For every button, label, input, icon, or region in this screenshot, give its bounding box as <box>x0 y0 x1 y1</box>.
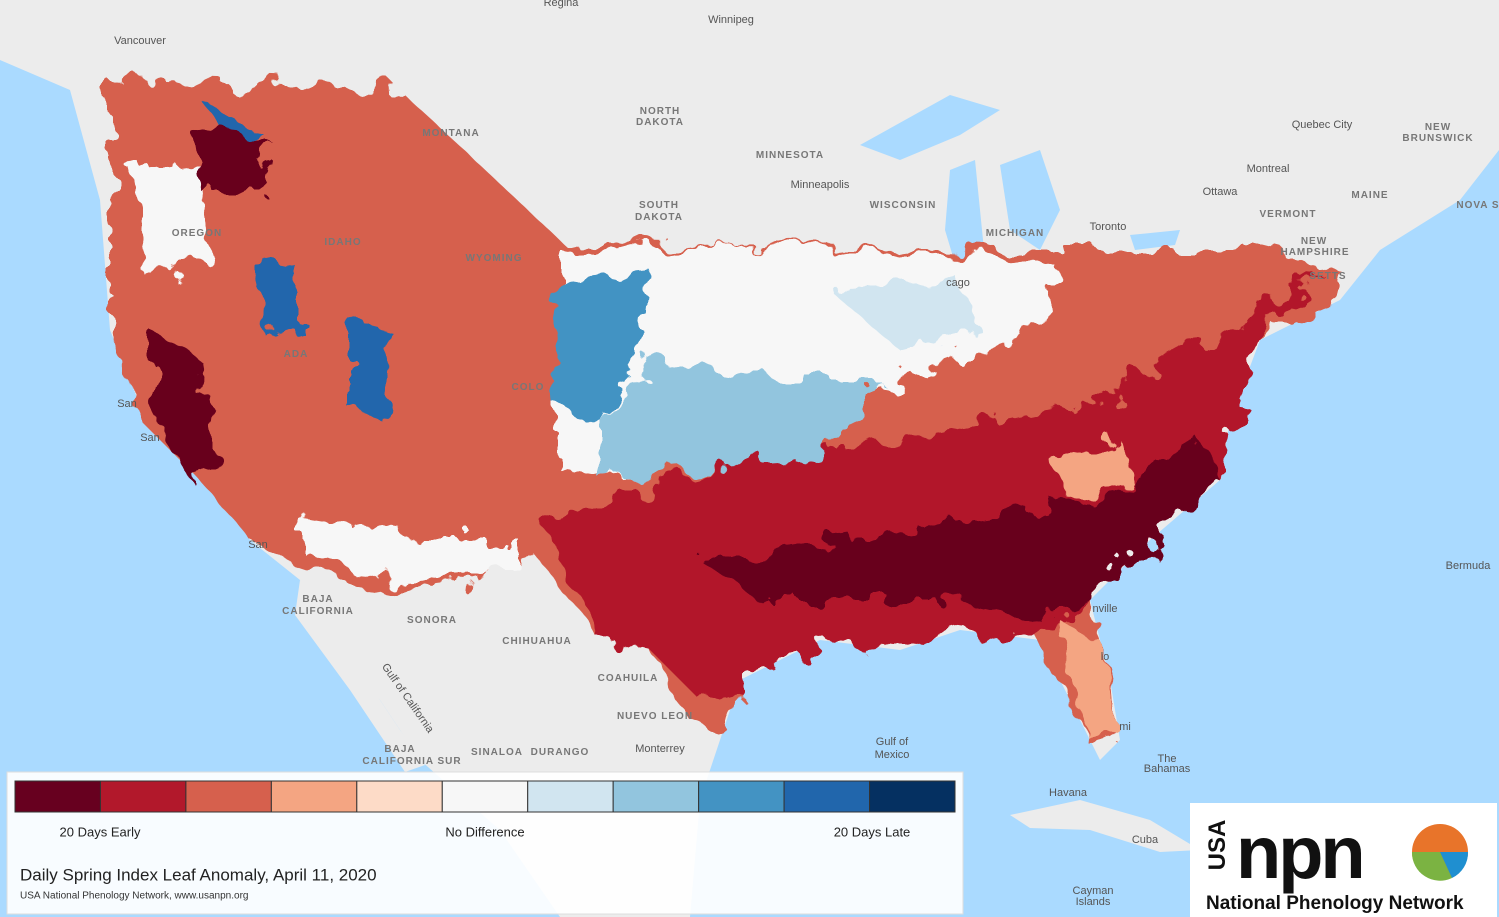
legend-label: No Difference <box>445 824 524 839</box>
place-label: Vancouver <box>114 35 166 47</box>
place-label: San <box>140 432 160 444</box>
place-label: MAINE <box>1351 190 1388 201</box>
place-label: The <box>1158 753 1177 765</box>
place-label: WYOMING <box>466 253 523 264</box>
legend-scale <box>14 780 956 813</box>
place-label: nville <box>1092 603 1117 615</box>
place-label: SETTS <box>1309 271 1346 282</box>
place-label: COAHUILA <box>598 673 659 684</box>
lakes <box>860 95 1180 300</box>
legend-title: Daily Spring Index Leaf Anomaly, April 1… <box>20 865 377 884</box>
place-label: Islands <box>1076 896 1111 908</box>
place-label: NEW <box>1425 122 1451 133</box>
legend-swatch <box>527 780 614 813</box>
cuba <box>1010 800 1200 852</box>
place-label: Toronto <box>1090 221 1127 233</box>
place-label: DAKOTA <box>635 212 683 223</box>
place-label: MONTANA <box>422 128 479 139</box>
place-label: Ottawa <box>1203 186 1239 198</box>
legend-swatch <box>356 780 443 813</box>
place-label: Havana <box>1049 787 1088 799</box>
place-label: Monterrey <box>635 743 685 755</box>
legend-label: 20 Days Early <box>60 824 141 839</box>
legend-label: 20 Days Late <box>834 824 911 839</box>
place-label: mi <box>1119 721 1131 733</box>
place-label: ADA <box>284 349 309 360</box>
logo-icon <box>1411 852 1452 881</box>
place-label: Montreal <box>1247 163 1290 175</box>
place-label: cago <box>946 277 970 289</box>
place-label: CHIHUAHUA <box>502 636 572 647</box>
place-label: SOUTH <box>639 200 679 211</box>
place-label: San <box>117 398 137 410</box>
place-label: San <box>248 539 268 551</box>
logo-name: National Phenology Network <box>1206 893 1464 914</box>
legend-swatch <box>99 780 187 813</box>
anomaly-layer <box>110 80 1340 750</box>
place-label: VERMONT <box>1260 209 1317 220</box>
place-label: Ottawa <box>1203 186 1239 198</box>
place-label: Cayman <box>1073 885 1114 897</box>
place-label: NUEVO LEON <box>617 711 693 722</box>
place-label: DURANGO <box>531 747 590 758</box>
place-label: HAMPSHIRE <box>1280 247 1349 258</box>
place-label: COLO <box>512 382 545 393</box>
place-label: WISCONSIN <box>870 200 937 211</box>
place-label: DAKOTA <box>636 117 684 128</box>
place-label: CALIFORNIA SUR <box>362 756 461 767</box>
legend-swatch <box>441 780 529 813</box>
place-label: Regina <box>544 0 580 9</box>
legend-swatch <box>698 780 785 813</box>
place-label: NEW <box>1301 236 1327 247</box>
place-label: Mexico <box>875 749 910 761</box>
place-label: Bermuda <box>1446 560 1492 572</box>
place-label: NORTH <box>640 106 681 117</box>
place-label: Minneapolis <box>791 179 850 191</box>
place-label: BAJA <box>302 594 333 605</box>
logo-country: USA <box>1204 820 1231 871</box>
place-label: Winnipeg <box>708 14 754 26</box>
legend-swatch <box>612 780 700 813</box>
place-label: BRUNSWICK <box>1402 133 1473 144</box>
legend: 20 Days Early No Difference 20 Days Late… <box>6 771 964 915</box>
place-label: Cuba <box>1132 834 1159 846</box>
logo-icon <box>1440 852 1469 878</box>
place-label: MINNESOTA <box>756 150 824 161</box>
place-label: SONORA <box>407 615 457 626</box>
place-label: BAJA <box>384 744 415 755</box>
legend-swatch <box>270 780 358 813</box>
place-label: IDAHO <box>324 237 361 248</box>
legend-swatch <box>869 780 956 813</box>
place-label: Quebec City <box>1292 119 1353 131</box>
legend-swatch <box>14 780 101 813</box>
logo: USA npn National Phenology Network <box>1190 803 1497 917</box>
place-label: CALIFORNIA <box>282 606 354 617</box>
place-label: MICHIGAN <box>986 228 1045 239</box>
place-label: lo <box>1101 651 1110 663</box>
place-label: Bahamas <box>1144 763 1191 775</box>
baja <box>295 580 425 772</box>
logo-brand: npn <box>1236 811 1363 894</box>
place-labels: ReginaWinnipegVancouverNORTHDAKOTAMONTAN… <box>114 0 1499 908</box>
place-label: NOVA S <box>1456 200 1499 211</box>
legend-swatch <box>185 780 272 813</box>
legend-credit: USA National Phenology Network, www.usan… <box>20 891 248 902</box>
place-label: OREGON <box>172 228 222 239</box>
legend-swatch <box>783 780 871 813</box>
place-label: Gulf of <box>876 736 909 748</box>
place-label: SINALOA <box>471 747 523 758</box>
